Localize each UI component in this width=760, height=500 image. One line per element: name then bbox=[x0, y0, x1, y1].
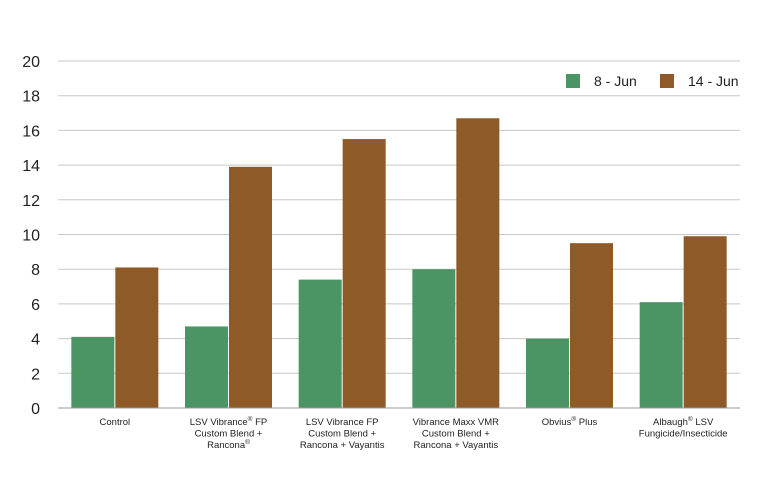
bars bbox=[71, 118, 727, 408]
x-category-label: Rancona + Vayantis bbox=[300, 440, 385, 451]
x-category-label: Fungicide/Insecticide bbox=[639, 429, 728, 440]
bar-jun-8 bbox=[71, 336, 115, 408]
legend-swatch bbox=[660, 74, 674, 88]
x-category-label: Control bbox=[100, 417, 131, 428]
legend: 8 - Jun 14 - Jun bbox=[566, 73, 739, 89]
bar-jun-14 bbox=[570, 243, 613, 408]
gridlines bbox=[58, 60, 740, 374]
bar-jun-8 bbox=[639, 302, 683, 408]
y-tick-label: 14 bbox=[22, 158, 40, 175]
x-category-label: LSV Vibrance FP bbox=[306, 417, 379, 428]
bar-jun-14 bbox=[456, 118, 500, 408]
x-category-label: Custom Blend + bbox=[195, 429, 263, 440]
y-tick-label: 0 bbox=[31, 401, 40, 418]
bar-jun-8 bbox=[185, 326, 228, 408]
bar-jun-8 bbox=[526, 338, 569, 408]
legend-label: 8 - Jun bbox=[594, 73, 637, 89]
x-category-label: Custom Blend + bbox=[422, 429, 490, 440]
x-category-label: Rancona + Vayantis bbox=[414, 440, 499, 451]
x-category-label: Vibrance Maxx VMR bbox=[413, 417, 500, 428]
y-tick-label: 20 bbox=[22, 54, 40, 71]
bar-jun-8 bbox=[412, 269, 456, 408]
bar-jun-14 bbox=[115, 267, 159, 408]
bar-jun-8 bbox=[298, 279, 342, 408]
bar-jun-14 bbox=[683, 236, 727, 408]
y-tick-label: 18 bbox=[22, 89, 40, 106]
x-category-label: Obvius®​ Plus bbox=[542, 415, 598, 428]
x-category-label: Custom Blend + bbox=[308, 429, 376, 440]
y-tick-label: 10 bbox=[22, 228, 40, 245]
legend-label: 14 - Jun bbox=[688, 73, 739, 89]
y-tick-label: 6 bbox=[31, 297, 40, 314]
y-tick-label: 4 bbox=[31, 332, 40, 349]
y-tick-label: 2 bbox=[31, 366, 40, 383]
x-category-label: Albaugh®​ LSV bbox=[653, 415, 714, 428]
x-category-label: Rancona®​ bbox=[207, 438, 250, 451]
y-tick-label: 8 bbox=[31, 262, 40, 279]
bar-jun-14 bbox=[229, 166, 272, 408]
y-tick-label: 16 bbox=[22, 123, 40, 140]
y-axis-ticks: 0 2 4 6 8 10 12 14 16 18 20 bbox=[22, 54, 40, 418]
bar-jun-14 bbox=[342, 139, 386, 408]
x-category-label: LSV Vibrance®​ FP bbox=[190, 415, 268, 428]
y-tick-label: 12 bbox=[22, 193, 40, 210]
legend-swatch bbox=[566, 74, 580, 88]
